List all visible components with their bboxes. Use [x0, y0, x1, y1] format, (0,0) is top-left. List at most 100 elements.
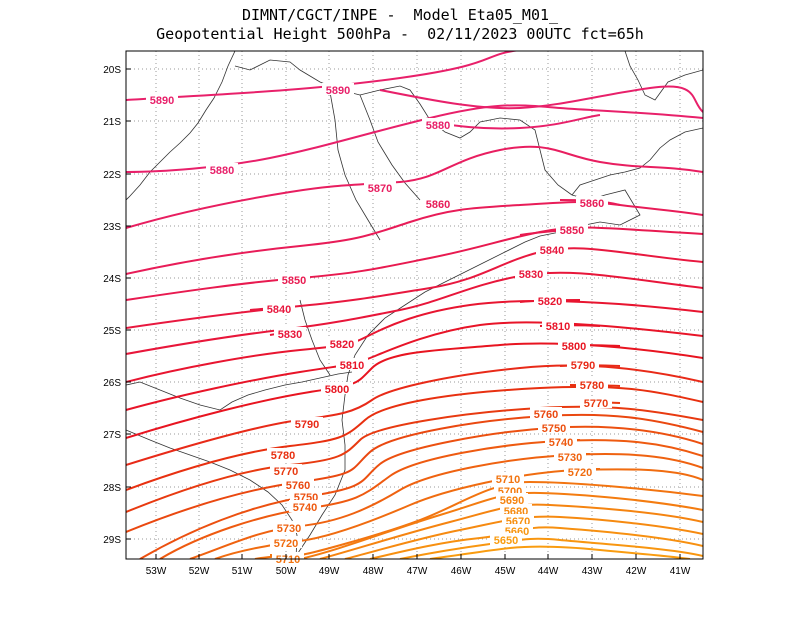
contour-label-bg: [263, 302, 295, 314]
lat-tick-label: 21S: [103, 117, 121, 128]
contour-label-5850: 5850: [282, 275, 306, 287]
lon-tick-label: 46W: [451, 566, 472, 577]
lat-tick-label: 28S: [103, 483, 121, 494]
lat-tick-label: 25S: [103, 326, 121, 337]
contour-5850: [126, 226, 703, 301]
contour-label-5820: 5820: [330, 339, 354, 351]
contour-label-bg: [538, 421, 570, 433]
contour-label-5800: 5800: [325, 384, 349, 396]
plot-frame: [125, 50, 704, 560]
contour-label-bg: [536, 243, 568, 255]
contour-label-5810: 5810: [340, 360, 364, 372]
contour-label-bg: [576, 378, 608, 390]
contour-label-5750: 5750: [542, 423, 566, 435]
contour-5890: [126, 51, 521, 101]
contour-label-5780: 5780: [580, 380, 604, 392]
contour-5650: [429, 545, 691, 559]
contour-5800: [126, 342, 703, 439]
contour-label-bg: [492, 472, 524, 484]
contour-5880: [126, 104, 703, 173]
contour-label-5890: 5890: [326, 85, 350, 97]
contour-5840: [126, 247, 703, 329]
contour-label-5710: 5710: [276, 554, 300, 566]
contour-label-bg: [272, 552, 304, 564]
contour-label-bg: [321, 382, 353, 394]
contour-label-5760: 5760: [534, 409, 558, 421]
contour-label-bg: [146, 93, 178, 105]
contour-label-bg: [422, 118, 454, 130]
contour-label-5720: 5720: [274, 538, 298, 550]
contour-label-5740: 5740: [293, 502, 317, 514]
contour-label-bg: [580, 396, 612, 408]
contour-label-bg: [567, 358, 599, 370]
contour-label-5730: 5730: [558, 452, 582, 464]
contour-label-bg: [206, 163, 238, 175]
contour-label-bg: [576, 196, 608, 208]
contour-label-5790: 5790: [571, 360, 595, 372]
lat-tick-label: 26S: [103, 378, 121, 389]
contour-5880: [429, 114, 601, 130]
contour-label-bg: [270, 464, 302, 476]
contour-label-bg: [336, 358, 368, 370]
contour-label-bg: [564, 465, 596, 477]
contour-label-bg: [500, 504, 532, 516]
contour-label-bg: [530, 407, 562, 419]
contour-label-bg: [282, 478, 314, 490]
contour-label-5780: 5780: [271, 450, 295, 462]
contour-label-5800: 5800: [562, 341, 586, 353]
coastline-path: [126, 51, 236, 201]
contour-label-bg: [556, 223, 588, 235]
contour-label-5710: 5710: [496, 474, 520, 486]
contour-5860: [126, 200, 703, 275]
lat-tick-label: 29S: [103, 535, 121, 546]
lon-tick-label: 52W: [189, 566, 210, 577]
contour-5700: [299, 491, 703, 559]
contour-label-5880: 5880: [210, 165, 234, 177]
contour-5890: [379, 85, 703, 113]
lon-tick-label: 44W: [538, 566, 559, 577]
map-title-line1: DIMNT/CGCT/INPE - Model Eta05_M01_: [241, 6, 559, 24]
contour-label-5760: 5760: [286, 480, 310, 492]
contour-label-5890: 5890: [150, 95, 174, 107]
contour-label-bg: [545, 435, 577, 447]
contour-label-5820: 5820: [538, 296, 562, 308]
contour-5730: [189, 453, 703, 559]
lat-tick-label: 22S: [103, 170, 121, 181]
contour-label-5740: 5740: [549, 437, 573, 449]
contour-5870: [126, 145, 703, 229]
contour-label-bg: [322, 83, 354, 95]
lat-tick-label: 24S: [103, 274, 121, 285]
contour-label-bg: [490, 533, 522, 545]
contour-label-5810: 5810: [546, 321, 570, 333]
contour-label-bg: [558, 339, 590, 351]
contour-label-bg: [422, 197, 454, 209]
contour-label-5830: 5830: [278, 329, 302, 341]
border-west-path: [126, 371, 353, 411]
lon-tick-label: 42W: [626, 566, 647, 577]
contour-label-bg: [326, 337, 358, 349]
lat-tick-label: 23S: [103, 222, 121, 233]
river-path-2: [359, 94, 421, 201]
contour-label-bg: [496, 493, 528, 505]
contour-label-5870: 5870: [368, 183, 392, 195]
lon-tick-label: 49W: [319, 566, 340, 577]
lon-tick-label: 53W: [146, 566, 167, 577]
contour-label-5840: 5840: [267, 304, 291, 316]
contour-5660: [399, 537, 703, 559]
contour-5770: [126, 405, 703, 513]
axis-ticks: 53W 52W 51W 50W 49W 48W 47W 46W 45W 44W 43W 42W 41W 2…: [103, 65, 691, 577]
lon-tick-label: 51W: [232, 566, 253, 577]
contour-label-bg: [270, 536, 302, 548]
contour-label-5720: 5720: [568, 467, 592, 479]
contour-label-5730: 5730: [277, 523, 301, 535]
map-title-line2: Geopotential Height 500hPa - 02/11/2023 …: [156, 25, 644, 43]
contour-5760: [126, 413, 703, 533]
contour-label-5770: 5770: [584, 398, 608, 410]
contour-label-bg: [502, 514, 534, 526]
contour-label-bg: [267, 448, 299, 460]
contour-label-bg: [290, 490, 322, 502]
lon-tick-label: 41W: [670, 566, 691, 577]
contour-label-5770: 5770: [274, 466, 298, 478]
contour-label-5850: 5850: [560, 225, 584, 237]
